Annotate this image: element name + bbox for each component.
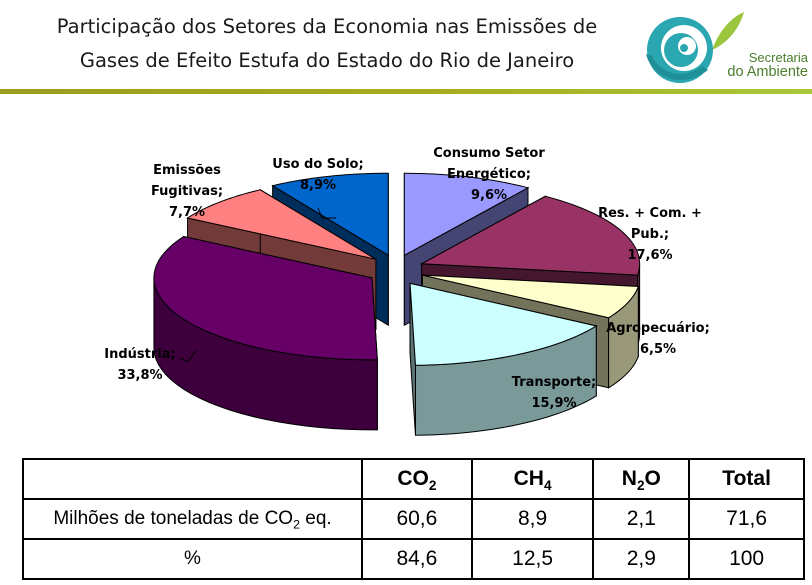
logo-line-2: do Ambiente [727,64,808,80]
table-row: % 84,6 12,5 2,9 100 [21,538,805,580]
table-header-empty [21,458,364,500]
leader-line [317,207,336,219]
table-header-total: Total [688,458,805,500]
cell-ch4-pct: 12,5 [470,538,595,580]
slice-label: Consumo Setor Energético; 9,6% [433,146,545,203]
cell-co2-pct: 84,6 [361,538,473,580]
slice-label: Agropecuário; 6,5% [606,321,710,357]
logo-line-1: Secretaria [748,50,808,65]
table-header-n2o: N2O [592,458,691,500]
logo-text: Secretaria do Ambiente [708,50,808,80]
pie-slice-consumo-setor-energ-tico [403,172,530,257]
header-divider [0,89,812,94]
pie-slice-transporte [409,282,598,366]
header: Participação dos Setores da Economia nas… [0,0,812,96]
title-line-1: Participação dos Setores da Economia nas… [56,15,598,38]
pie-slice-res-com-pub- [419,195,641,276]
slice-label: Transporte; 15,9% [512,375,597,411]
leader-lines [179,207,336,363]
cell-total-mt: 71,6 [688,498,805,540]
row-label-milhoes: Milhões de toneladas de CO2 eq. [21,498,364,540]
secretaria-ambiente-logo [646,12,744,83]
cell-ch4-mt: 8,9 [470,498,595,540]
slice-label: Indústria; 33,8% [104,347,175,383]
pie-slice-uso-do-solo [271,172,389,257]
row-label-percent: % [21,538,364,580]
pie-slice-emiss-es-fugitivas [186,189,377,260]
table-row: Milhões de toneladas de CO2 eq. 60,6 8,9… [21,498,805,540]
cell-n2o-mt: 2,1 [592,498,691,540]
emissions-table: CO2 CH4 N2O Total Milhões de toneladas d… [21,458,805,580]
slice-label: Uso do Solo; 8,9% [272,157,363,193]
page-title: Participação dos Setores da Economia nas… [22,10,632,78]
cell-total-pct: 100 [688,538,805,580]
leader-line [179,349,197,363]
cell-n2o-pct: 2,9 [592,538,691,580]
pie-slice-ind-stria [153,236,378,361]
slice-labels: Consumo Setor Energético; 9,6% Res. + Com. … [104,146,710,411]
cell-co2-mt: 60,6 [361,498,473,540]
slice-label: Emissões Fugitivas; 7,7% [151,163,223,220]
table-header-row: CO2 CH4 N2O Total [21,458,805,500]
pie-slice-agropecu-rio [422,274,640,319]
table-header-ch4: CH4 [470,458,595,500]
pie-top-layer [153,172,641,366]
slice-label: Res. + Com. + Pub.; 17,6% [598,206,702,263]
title-line-2: Gases de Efeito Estufa do Estado do Rio … [79,49,575,72]
table-header-co2: CO2 [361,458,473,500]
pie-chart: Consumo Setor Energético; 9,6% Res. + Com. … [104,146,710,436]
